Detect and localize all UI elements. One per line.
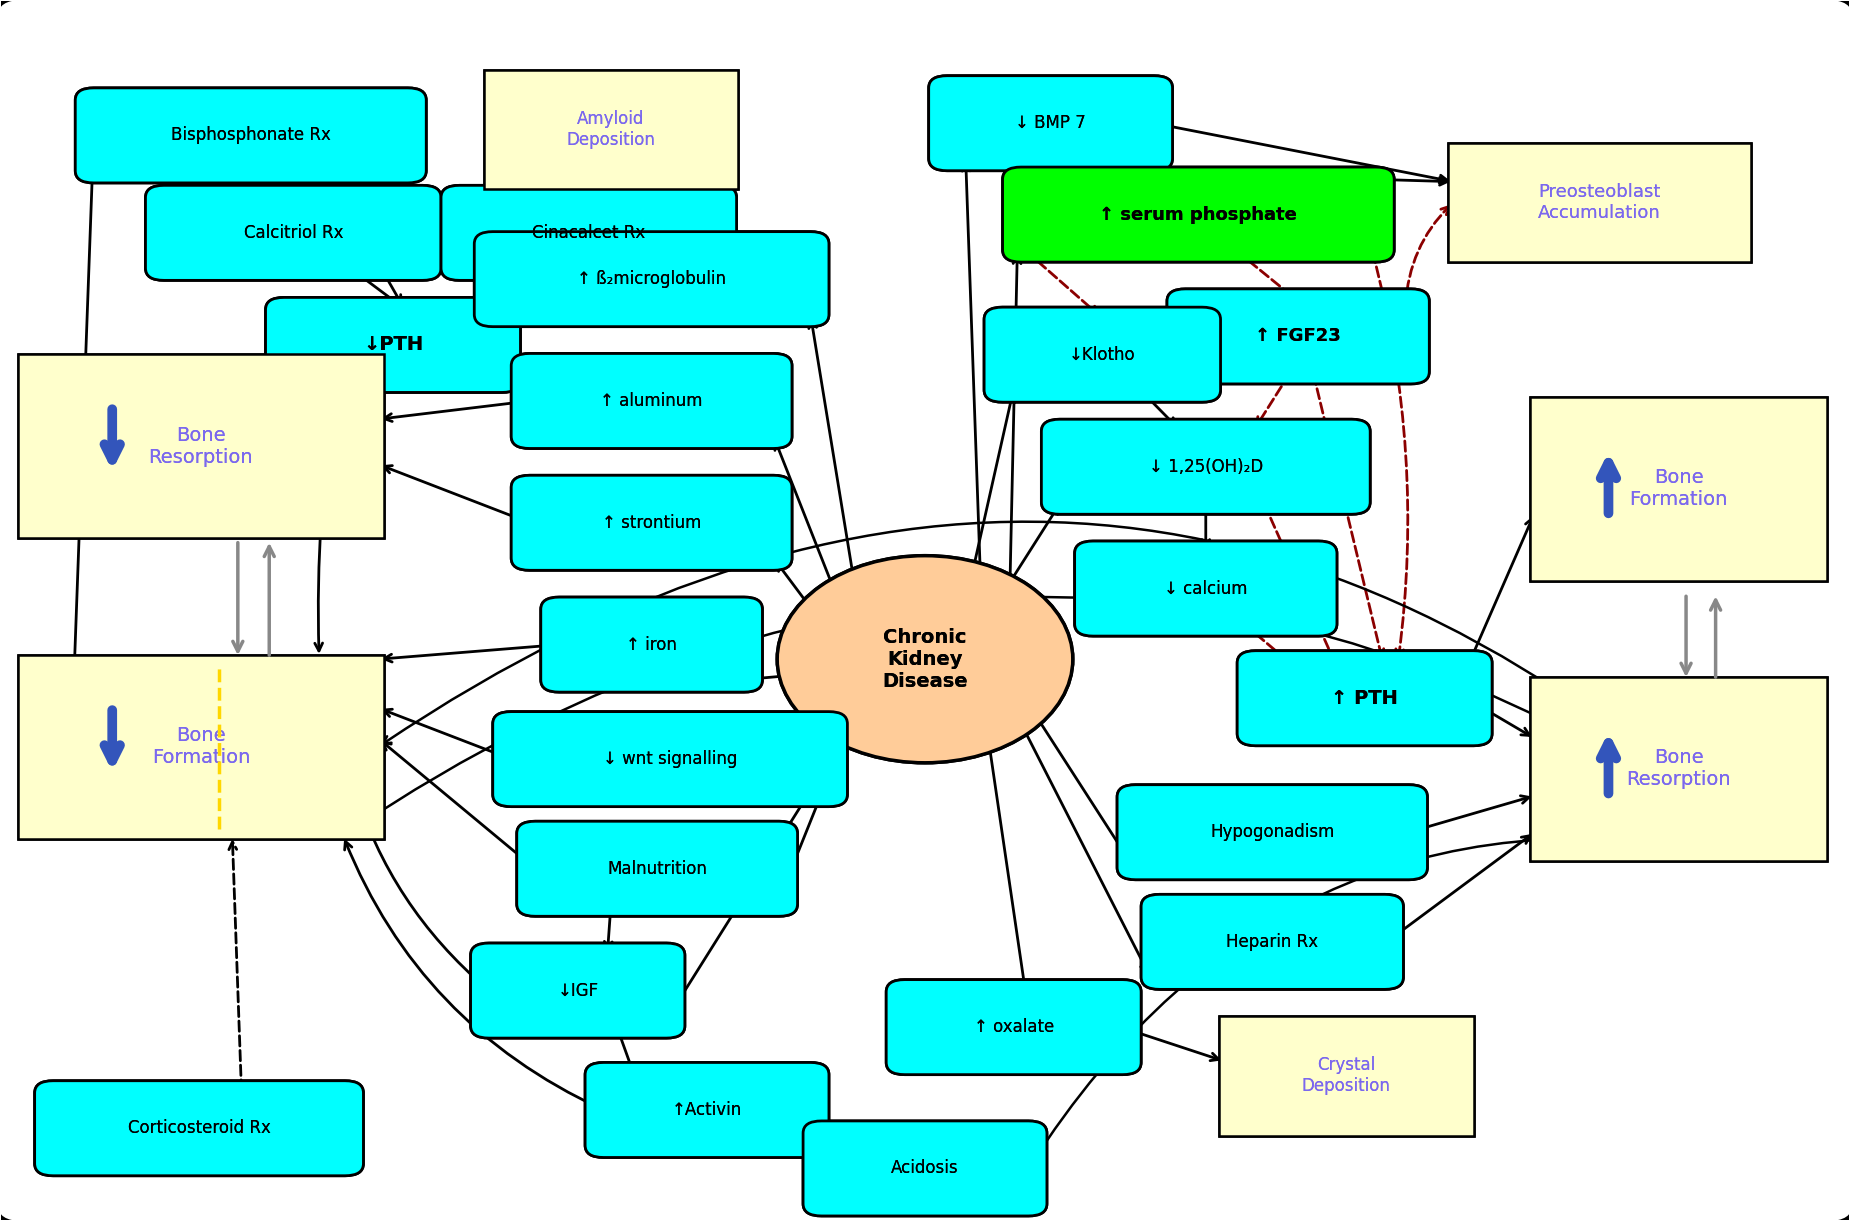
- Text: ↓IGF: ↓IGF: [557, 982, 598, 1000]
- Text: Calcitriol Rx: Calcitriol Rx: [244, 223, 342, 242]
- FancyBboxPatch shape: [803, 1121, 1047, 1216]
- Text: Corticosteroid Rx: Corticosteroid Rx: [128, 1120, 270, 1137]
- FancyBboxPatch shape: [1530, 676, 1828, 861]
- FancyBboxPatch shape: [76, 88, 426, 183]
- FancyBboxPatch shape: [1117, 785, 1428, 879]
- Text: ↓PTH: ↓PTH: [363, 336, 424, 354]
- Ellipse shape: [777, 556, 1073, 763]
- Text: Acidosis: Acidosis: [892, 1160, 958, 1177]
- FancyBboxPatch shape: [511, 353, 792, 448]
- Text: Bone
Resorption: Bone Resorption: [148, 426, 253, 466]
- Text: ↑Activin: ↑Activin: [672, 1101, 742, 1118]
- FancyBboxPatch shape: [440, 186, 736, 281]
- Text: Crystal
Deposition: Crystal Deposition: [1302, 1056, 1391, 1095]
- FancyBboxPatch shape: [585, 1062, 829, 1158]
- Text: ↑ oxalate: ↑ oxalate: [973, 1018, 1054, 1037]
- Text: Hypogonadism: Hypogonadism: [1210, 823, 1334, 841]
- Text: ↓ BMP 7: ↓ BMP 7: [1016, 115, 1086, 132]
- Text: ↑ oxalate: ↑ oxalate: [973, 1018, 1054, 1037]
- Text: ↑ serum phosphate: ↑ serum phosphate: [1099, 205, 1297, 223]
- Text: ↑ ß₂microglobulin: ↑ ß₂microglobulin: [577, 270, 725, 288]
- FancyBboxPatch shape: [1141, 894, 1404, 989]
- Text: ↓ wnt signalling: ↓ wnt signalling: [603, 750, 738, 768]
- FancyBboxPatch shape: [1238, 651, 1493, 746]
- Text: Hypogonadism: Hypogonadism: [1210, 823, 1334, 841]
- FancyBboxPatch shape: [1003, 167, 1395, 263]
- FancyBboxPatch shape: [474, 232, 829, 327]
- FancyBboxPatch shape: [18, 654, 383, 839]
- FancyBboxPatch shape: [1075, 541, 1338, 636]
- Text: ↑ serum phosphate: ↑ serum phosphate: [1099, 205, 1297, 223]
- FancyBboxPatch shape: [474, 232, 829, 327]
- FancyBboxPatch shape: [483, 70, 738, 189]
- Text: Heparin Rx: Heparin Rx: [1227, 933, 1319, 951]
- FancyBboxPatch shape: [1075, 541, 1338, 636]
- FancyBboxPatch shape: [540, 597, 762, 692]
- Text: ↑ FGF23: ↑ FGF23: [1256, 327, 1341, 346]
- Ellipse shape: [777, 556, 1073, 763]
- FancyBboxPatch shape: [35, 1081, 363, 1176]
- FancyBboxPatch shape: [470, 943, 684, 1038]
- FancyBboxPatch shape: [1117, 785, 1428, 879]
- Text: ↑ iron: ↑ iron: [625, 636, 677, 653]
- Text: Bisphosphonate Rx: Bisphosphonate Rx: [170, 127, 331, 144]
- Text: ↑ aluminum: ↑ aluminum: [601, 392, 703, 410]
- Text: Corticosteroid Rx: Corticosteroid Rx: [128, 1120, 270, 1137]
- Text: ↓ calcium: ↓ calcium: [1164, 580, 1247, 597]
- FancyBboxPatch shape: [540, 597, 762, 692]
- Text: Amyloid
Deposition: Amyloid Deposition: [566, 110, 655, 149]
- Text: ↓ BMP 7: ↓ BMP 7: [1016, 115, 1086, 132]
- Text: Bone
Resorption: Bone Resorption: [1626, 748, 1732, 789]
- Text: ↑ iron: ↑ iron: [625, 636, 677, 653]
- Text: Crystal
Deposition: Crystal Deposition: [1302, 1056, 1391, 1095]
- Text: Bone
Formation: Bone Formation: [152, 726, 250, 768]
- FancyBboxPatch shape: [1042, 419, 1371, 514]
- Text: ↓ 1,25(OH)₂D: ↓ 1,25(OH)₂D: [1149, 458, 1264, 476]
- Text: Cinacalcet Rx: Cinacalcet Rx: [533, 223, 646, 242]
- Text: Amyloid
Deposition: Amyloid Deposition: [566, 110, 655, 149]
- FancyBboxPatch shape: [886, 979, 1141, 1074]
- FancyBboxPatch shape: [511, 353, 792, 448]
- FancyBboxPatch shape: [492, 712, 847, 807]
- FancyBboxPatch shape: [516, 822, 797, 916]
- FancyBboxPatch shape: [511, 475, 792, 570]
- FancyBboxPatch shape: [146, 186, 440, 281]
- FancyBboxPatch shape: [440, 186, 736, 281]
- FancyBboxPatch shape: [585, 1062, 829, 1158]
- FancyBboxPatch shape: [146, 186, 440, 281]
- FancyBboxPatch shape: [1530, 397, 1828, 581]
- FancyBboxPatch shape: [1141, 894, 1404, 989]
- Text: Chronic
Kidney
Disease: Chronic Kidney Disease: [882, 628, 968, 691]
- Text: Bone
Formation: Bone Formation: [1630, 468, 1728, 509]
- FancyBboxPatch shape: [18, 654, 383, 839]
- FancyBboxPatch shape: [1003, 167, 1395, 263]
- FancyBboxPatch shape: [886, 979, 1141, 1074]
- Text: ↓ wnt signalling: ↓ wnt signalling: [603, 750, 738, 768]
- Text: ↓ 1,25(OH)₂D: ↓ 1,25(OH)₂D: [1149, 458, 1264, 476]
- FancyBboxPatch shape: [929, 76, 1173, 171]
- FancyBboxPatch shape: [511, 475, 792, 570]
- Text: ↑ PTH: ↑ PTH: [1332, 689, 1399, 708]
- Text: ↑ FGF23: ↑ FGF23: [1256, 327, 1341, 346]
- Text: ↓PTH: ↓PTH: [363, 336, 424, 354]
- Text: ↓Klotho: ↓Klotho: [1069, 346, 1136, 364]
- FancyBboxPatch shape: [35, 1081, 363, 1176]
- FancyBboxPatch shape: [984, 308, 1221, 402]
- Text: ↑ strontium: ↑ strontium: [601, 514, 701, 532]
- FancyBboxPatch shape: [803, 1121, 1047, 1216]
- Text: Bone
Resorption: Bone Resorption: [1626, 748, 1732, 789]
- FancyBboxPatch shape: [1042, 419, 1371, 514]
- FancyBboxPatch shape: [1219, 1016, 1474, 1136]
- Text: ↑ strontium: ↑ strontium: [601, 514, 701, 532]
- Text: Chronic
Kidney
Disease: Chronic Kidney Disease: [882, 628, 968, 691]
- Text: Bisphosphonate Rx: Bisphosphonate Rx: [170, 127, 331, 144]
- Text: ↑ PTH: ↑ PTH: [1332, 689, 1399, 708]
- FancyBboxPatch shape: [76, 88, 426, 183]
- FancyBboxPatch shape: [483, 70, 738, 189]
- FancyBboxPatch shape: [266, 298, 520, 392]
- Text: ↑ aluminum: ↑ aluminum: [601, 392, 703, 410]
- FancyBboxPatch shape: [492, 712, 847, 807]
- FancyBboxPatch shape: [1530, 676, 1828, 861]
- FancyBboxPatch shape: [18, 354, 383, 538]
